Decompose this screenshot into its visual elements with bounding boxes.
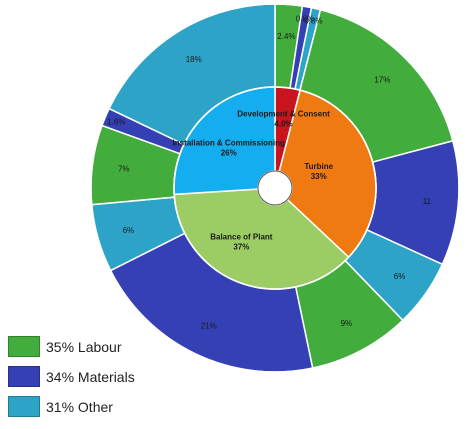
legend-label-materials: 34% Materials	[46, 368, 135, 385]
legend: 35% Labour 34% Materials 31% Other	[8, 336, 135, 426]
outer-label-materials-4: 11	[423, 197, 432, 206]
center-hole	[257, 170, 293, 206]
outer-label-materials-1: 0.8%	[296, 15, 314, 24]
inner-ring-outline	[173, 86, 377, 290]
outer-label-other-8: 6%	[123, 226, 135, 235]
outer-label-other-11: 18%	[186, 55, 202, 64]
inner-value-installation-commissioning: 26%	[221, 148, 237, 157]
inner-name-turbine: Turbine	[304, 162, 333, 171]
legend-swatch-materials	[8, 366, 40, 387]
inner-value-development-consent: 4.0%	[274, 120, 292, 129]
legend-swatch-other	[8, 396, 40, 417]
inner-name-development-consent: Development & Consent	[237, 110, 330, 119]
outer-label-materials-10: 1.6%	[107, 118, 125, 127]
legend-item-labour: 35% Labour	[8, 336, 135, 357]
outer-label-labour-9: 7%	[118, 165, 130, 174]
legend-swatch-labour	[8, 336, 40, 357]
legend-item-materials: 34% Materials	[8, 366, 135, 387]
outer-label-other-2: 0.8%	[304, 16, 322, 25]
outer-label-materials-7: 21%	[201, 321, 217, 330]
outer-label-other-5: 6%	[394, 272, 406, 281]
outer-label-labour-6: 9%	[341, 319, 353, 328]
outer-label-labour-0: 2.4%	[277, 32, 295, 41]
inner-name-installation-commissioning: Installation & Commissioning	[172, 138, 285, 147]
inner-value-turbine: 33%	[311, 172, 327, 181]
legend-label-labour: 35% Labour	[46, 338, 122, 355]
outer-ring-outline	[90, 3, 460, 373]
inner-name-balance-of-plant: Balance of Plant	[210, 233, 273, 242]
legend-label-other: 31% Other	[46, 398, 113, 415]
outer-label-labour-3: 17%	[374, 76, 390, 85]
legend-item-other: 31% Other	[8, 396, 135, 417]
inner-value-balance-of-plant: 37%	[233, 243, 249, 252]
